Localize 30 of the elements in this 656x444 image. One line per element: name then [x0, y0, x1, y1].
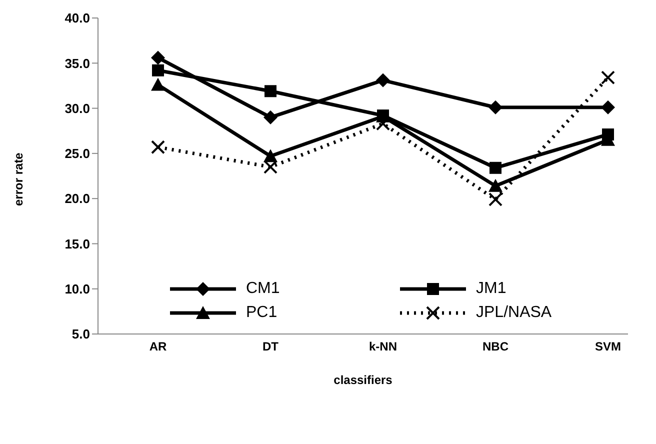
point — [490, 162, 502, 174]
legend-label: PC1 — [246, 304, 278, 322]
y-tick-label: 35.0 — [64, 56, 90, 71]
point — [264, 85, 276, 98]
legend-label: CM1 — [246, 280, 280, 298]
y-tick-label: 15.0 — [64, 236, 90, 252]
point — [152, 64, 164, 76]
y-tick-label: 25.0 — [64, 146, 90, 162]
point — [151, 50, 165, 65]
point — [376, 73, 390, 88]
point — [488, 178, 502, 192]
y-tick-label: 5.0 — [72, 326, 90, 342]
point — [264, 149, 278, 162]
y-tick-label: 20.0 — [64, 191, 90, 206]
point — [151, 78, 165, 91]
y-tick-label: 30.0 — [64, 100, 90, 116]
x-axis-title: classifiers — [334, 373, 393, 387]
x-tick-label: k-NN — [368, 340, 398, 354]
x-tick-label: AR — [149, 340, 167, 354]
x-tick-label: NBC — [482, 340, 509, 354]
y-tick-label: 40.0 — [64, 10, 90, 26]
y-axis-title: error rate — [11, 152, 26, 206]
point — [601, 100, 615, 114]
point — [264, 110, 278, 124]
y-tick-label: 10.0 — [64, 281, 90, 296]
x-tick-label: SVM — [594, 340, 622, 354]
legend-label: JM1 — [476, 280, 506, 298]
x-tick-label: DT — [262, 340, 280, 354]
legend-label: JPL/NASA — [476, 304, 552, 322]
point — [488, 100, 502, 114]
